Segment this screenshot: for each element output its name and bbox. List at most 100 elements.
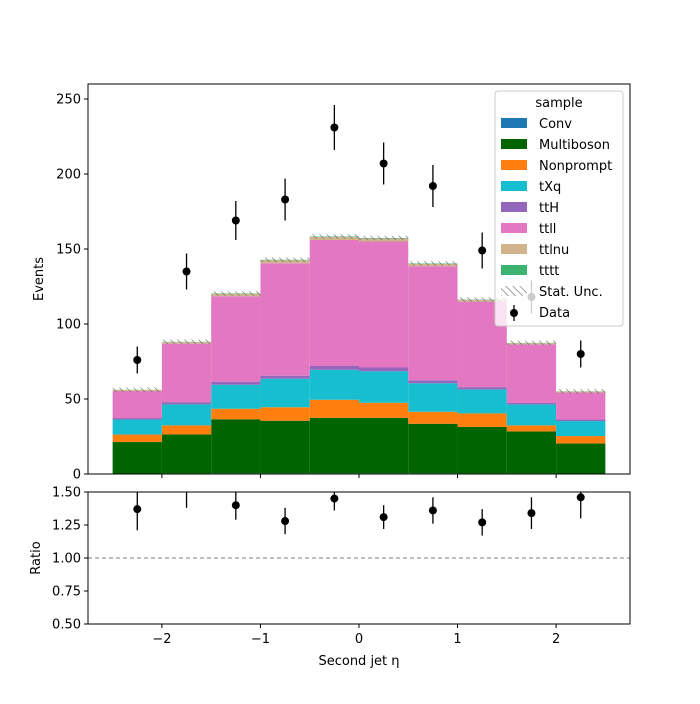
main-ytick-label: 200 bbox=[56, 168, 81, 183]
bar-ttll-bin-2 bbox=[211, 296, 260, 382]
ratio-point bbox=[380, 513, 388, 521]
bar-ttll-bin-8 bbox=[507, 344, 556, 403]
ratio-point bbox=[527, 509, 535, 517]
data-point bbox=[429, 182, 437, 190]
bar-ttll-bin-5 bbox=[359, 242, 408, 368]
data-point bbox=[133, 356, 141, 364]
bar-txq-bin-4 bbox=[310, 370, 359, 400]
bar-nonprompt-bin-9 bbox=[556, 436, 605, 444]
bar-multiboson-bin-8 bbox=[507, 431, 556, 473]
ratio-point bbox=[478, 518, 486, 526]
ratio-xlabel: Second jet η bbox=[318, 654, 399, 669]
main-ytick-label: 50 bbox=[64, 393, 81, 408]
stat-unc-bin-1 bbox=[162, 340, 211, 345]
data-point bbox=[330, 124, 338, 132]
main-ytick-label: 100 bbox=[56, 318, 81, 333]
legend-label: Data bbox=[539, 306, 570, 321]
bar-txq-bin-5 bbox=[359, 371, 408, 403]
bar-multiboson-bin-6 bbox=[408, 424, 457, 474]
legend-label: Stat. Unc. bbox=[539, 285, 603, 300]
stat-unc-bin-9 bbox=[556, 389, 605, 394]
ratio-point bbox=[577, 493, 585, 501]
ratio-ytick-label: 0.50 bbox=[52, 618, 81, 633]
stat-unc-bin-0 bbox=[113, 388, 162, 393]
bar-nonprompt-bin-6 bbox=[408, 412, 457, 424]
bar-nonprompt-bin-0 bbox=[113, 435, 162, 443]
bar-tth-bin-2 bbox=[211, 382, 260, 385]
main-ytick-label: 250 bbox=[56, 93, 81, 108]
ratio-ytick-label: 1.00 bbox=[52, 552, 81, 567]
ratio-xtick-label: 1 bbox=[453, 632, 461, 647]
bar-tth-bin-6 bbox=[408, 380, 457, 383]
legend-swatch-ttll bbox=[501, 223, 527, 233]
bar-nonprompt-bin-1 bbox=[162, 425, 211, 434]
bar-txq-bin-6 bbox=[408, 383, 457, 412]
legend-swatch-stat-unc bbox=[501, 286, 527, 296]
legend-swatch-tth bbox=[501, 202, 527, 212]
ratio-plot-frame bbox=[88, 492, 630, 624]
bar-ttll-bin-3 bbox=[260, 263, 309, 376]
bar-tth-bin-5 bbox=[359, 368, 408, 372]
legend-label: tttt bbox=[539, 264, 559, 279]
bar-multiboson-bin-0 bbox=[113, 442, 162, 474]
ratio-xtick-label: 2 bbox=[552, 632, 560, 647]
data-point bbox=[380, 160, 388, 168]
bar-ttll-bin-4 bbox=[310, 240, 359, 366]
stat-unc-bin-2 bbox=[211, 291, 260, 296]
legend-label: Nonprompt bbox=[539, 159, 612, 174]
main-ylabel: Events bbox=[32, 257, 47, 301]
bar-tth-bin-9 bbox=[556, 420, 605, 422]
bar-multiboson-bin-7 bbox=[458, 427, 507, 474]
legend: sampleConvMultibosonNonprompttXqttHttllt… bbox=[495, 91, 623, 326]
ratio-ytick-label: 1.25 bbox=[52, 519, 81, 534]
ratio-ylabel: Ratio bbox=[29, 541, 44, 574]
legend-label: ttlnu bbox=[539, 243, 569, 258]
data-point bbox=[281, 196, 289, 204]
bar-txq-bin-3 bbox=[260, 379, 309, 408]
bar-ttll-bin-0 bbox=[113, 391, 162, 418]
legend-swatch-txq bbox=[501, 181, 527, 191]
ratio-xtick-label: −2 bbox=[152, 632, 171, 647]
bar-tth-bin-3 bbox=[260, 376, 309, 379]
bar-nonprompt-bin-4 bbox=[310, 400, 359, 418]
legend-swatch-multiboson bbox=[501, 139, 527, 149]
main-ytick-label: 0 bbox=[73, 468, 81, 483]
ratio-point bbox=[429, 506, 437, 514]
legend-swatch-conv bbox=[501, 118, 527, 128]
bar-multiboson-bin-9 bbox=[556, 444, 605, 474]
ratio-point bbox=[232, 501, 240, 509]
stat-unc-bin-6 bbox=[408, 261, 457, 266]
ratio-point bbox=[281, 517, 289, 525]
bar-ttll-bin-9 bbox=[556, 393, 605, 420]
bar-multiboson-bin-4 bbox=[310, 418, 359, 474]
legend-swatch-nonprompt bbox=[501, 160, 527, 170]
ratio-point bbox=[133, 505, 141, 513]
bar-ttll-bin-6 bbox=[408, 266, 457, 380]
main-ytick-label: 150 bbox=[56, 243, 81, 258]
ratio-point bbox=[330, 495, 338, 503]
bar-txq-bin-2 bbox=[211, 385, 260, 409]
data-point bbox=[232, 217, 240, 225]
legend-label: tXq bbox=[539, 180, 561, 195]
bar-nonprompt-bin-7 bbox=[458, 413, 507, 427]
data-point bbox=[478, 247, 486, 255]
data-point bbox=[577, 350, 585, 358]
bar-tth-bin-1 bbox=[162, 402, 211, 404]
bar-txq-bin-9 bbox=[556, 421, 605, 436]
bar-multiboson-bin-2 bbox=[211, 419, 260, 473]
ratio-points bbox=[133, 492, 584, 536]
bar-tth-bin-7 bbox=[458, 387, 507, 389]
legend-label: ttH bbox=[539, 201, 559, 216]
bar-tth-bin-8 bbox=[507, 403, 556, 405]
ratio-xtick-label: −1 bbox=[251, 632, 270, 647]
bar-txq-bin-8 bbox=[507, 404, 556, 425]
ratio-ytick-label: 0.75 bbox=[52, 585, 81, 600]
bar-nonprompt-bin-5 bbox=[359, 403, 408, 418]
legend-data-marker bbox=[510, 309, 518, 317]
bar-tth-bin-4 bbox=[310, 366, 359, 370]
bar-nonprompt-bin-2 bbox=[211, 409, 260, 420]
